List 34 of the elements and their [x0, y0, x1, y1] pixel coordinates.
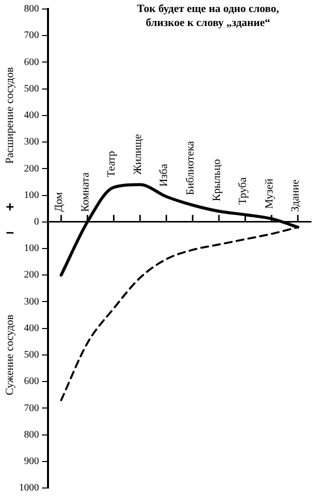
y-tick-label: 500 — [24, 83, 39, 94]
x-tick-label: Здание — [290, 179, 302, 212]
y-tick-label: 1000 — [19, 482, 39, 494]
y-tick-label: 500 — [24, 350, 39, 361]
y-tick-label: 100 — [24, 190, 39, 201]
text: − — [6, 224, 14, 241]
y-tick-label: 200 — [24, 270, 39, 281]
y-tick-label: 400 — [24, 110, 39, 122]
y-tick-label: 300 — [24, 136, 39, 148]
y-tick-label: 700 — [24, 30, 39, 42]
y-tick-label: 900 — [24, 456, 39, 468]
y-tick-label: 800 — [24, 429, 39, 440]
text: Сужение сосудов — [4, 314, 16, 396]
y-tick-label: 800 — [24, 4, 39, 15]
x-tick-label: Дом — [53, 192, 66, 212]
x-tick-label: Театр — [106, 150, 118, 178]
x-tick-label: Изба — [158, 164, 170, 187]
x-tick-label: Жилище — [132, 134, 144, 175]
y-tick-label: 100 — [24, 243, 39, 254]
x-tick-label: Труба — [237, 177, 250, 205]
y-tick-label: 200 — [24, 163, 39, 174]
x-tick-label: Библиотека — [184, 141, 197, 196]
chart-title: Ток будет еще на одно слово, близкое к слову „здание“ — [136, 2, 280, 30]
x-tick-label: Крыльцо — [210, 158, 223, 202]
y-tick-label: 300 — [24, 296, 39, 308]
y-axis-title: Расширение сосудов — [4, 67, 16, 164]
text: + — [6, 198, 14, 215]
y-tick-label: 400 — [24, 322, 39, 334]
x-tick-label: Комната — [79, 172, 92, 212]
y-tick-label: 0 — [34, 216, 39, 228]
y-tick-label: 600 — [24, 376, 39, 388]
x-tick-label: Музей — [263, 178, 276, 209]
y-tick-label: 600 — [24, 56, 39, 68]
y-tick-label: 700 — [24, 402, 39, 414]
